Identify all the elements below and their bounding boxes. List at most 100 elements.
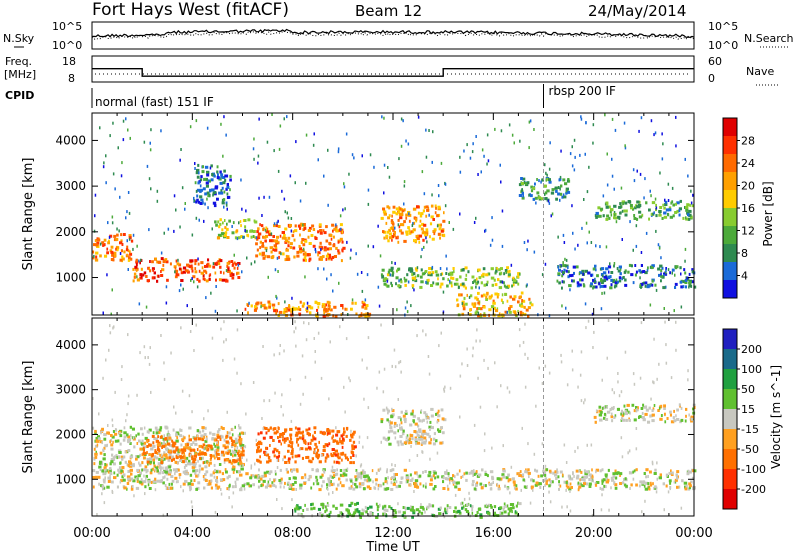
echo-cell <box>212 265 216 269</box>
echo-cell <box>581 484 585 488</box>
colorbar-swatch <box>723 329 737 350</box>
echo-cell <box>691 280 695 284</box>
echo-cell <box>541 178 544 182</box>
echo-cell <box>274 472 277 476</box>
echo-cell <box>162 457 166 461</box>
echo-cell <box>348 172 350 176</box>
echo-cell <box>606 183 609 187</box>
echo-cell <box>483 283 487 287</box>
echo-cell <box>356 471 358 475</box>
echo-cell <box>456 304 459 308</box>
echo-cell <box>274 246 278 250</box>
echo-cell <box>651 279 654 283</box>
echo-cell <box>277 270 279 273</box>
echo-cell <box>332 229 334 233</box>
echo-cell <box>610 283 613 287</box>
echo-cell <box>203 477 207 481</box>
echo-cell <box>619 472 623 476</box>
echo-cell <box>524 312 527 316</box>
echo-cell <box>177 480 179 484</box>
echo-cell <box>275 224 278 228</box>
echo-cell <box>615 280 619 284</box>
echo-cell <box>373 165 375 169</box>
echo-cell <box>182 270 186 274</box>
echo-cell <box>613 285 616 289</box>
echo-cell <box>675 144 677 148</box>
echo-cell <box>662 286 666 290</box>
echo-cell <box>511 510 513 514</box>
echo-cell <box>320 484 323 488</box>
echo-cell <box>176 431 179 435</box>
echo-cell <box>261 242 264 245</box>
echo-cell <box>198 269 201 273</box>
echo-cell <box>578 283 582 287</box>
echo-cell <box>383 282 387 286</box>
echo-cell <box>444 204 447 208</box>
echo-cell <box>216 176 220 179</box>
echo-cell <box>144 492 146 496</box>
echo-cell <box>276 296 278 300</box>
echo-cell <box>436 224 439 228</box>
echo-cell <box>197 257 199 261</box>
echo-cell <box>494 511 496 515</box>
echo-cell <box>559 187 561 191</box>
echo-cell <box>146 164 149 168</box>
echo-cell <box>398 157 400 161</box>
echo-cell <box>444 507 447 511</box>
echo-cell <box>136 479 139 483</box>
echo-cell <box>683 268 686 272</box>
echo-cell <box>459 283 464 287</box>
echo-cell <box>672 203 675 207</box>
echo-cell <box>557 186 560 189</box>
echo-cell <box>117 439 120 443</box>
echo-cell <box>101 469 105 473</box>
echo-cell <box>418 240 421 244</box>
echo-cell <box>430 438 432 442</box>
echo-cell <box>556 470 559 474</box>
echo-cell <box>608 270 610 274</box>
echo-cell <box>640 285 642 289</box>
echo-cell <box>343 427 345 431</box>
echo-cell <box>468 497 471 501</box>
echo-cell <box>175 431 178 435</box>
echo-cell <box>113 234 117 238</box>
echo-cell <box>429 420 432 424</box>
echo-cell <box>317 253 319 257</box>
echo-cell <box>512 283 515 287</box>
echo-cell <box>481 486 483 490</box>
echo-cell <box>594 420 597 424</box>
echo-cell <box>295 506 299 510</box>
echo-cell <box>324 246 327 250</box>
echo-cell <box>273 149 275 153</box>
echo-cell <box>299 431 303 435</box>
echo-cell <box>113 471 116 475</box>
echo-cell <box>336 468 338 472</box>
echo-cell <box>92 250 95 254</box>
echo-cell <box>443 389 446 393</box>
echo-cell <box>242 219 245 222</box>
echo-cell <box>274 470 277 474</box>
echo-cell <box>548 314 551 318</box>
echo-cell <box>126 433 129 437</box>
echo-cell <box>265 234 269 238</box>
echo-cell <box>425 280 427 284</box>
echo-cell <box>288 485 292 489</box>
echo-cell <box>93 456 96 460</box>
echo-cell <box>684 205 687 209</box>
echo-cell <box>432 281 435 285</box>
echo-cell <box>302 515 305 519</box>
echo-cell <box>422 329 424 333</box>
echo-cell <box>411 515 414 519</box>
echo-cell <box>527 356 529 360</box>
echo-cell <box>383 116 385 120</box>
echo-cell <box>194 452 197 456</box>
echo-cell <box>216 446 220 450</box>
echo-cell <box>262 235 265 239</box>
echo-cell <box>334 453 338 457</box>
echo-cell <box>93 254 95 258</box>
echo-cell <box>96 443 99 447</box>
echo-cell <box>236 309 238 313</box>
echo-cell <box>421 247 423 251</box>
echo-cell <box>108 348 110 352</box>
echo-cell <box>321 255 325 259</box>
